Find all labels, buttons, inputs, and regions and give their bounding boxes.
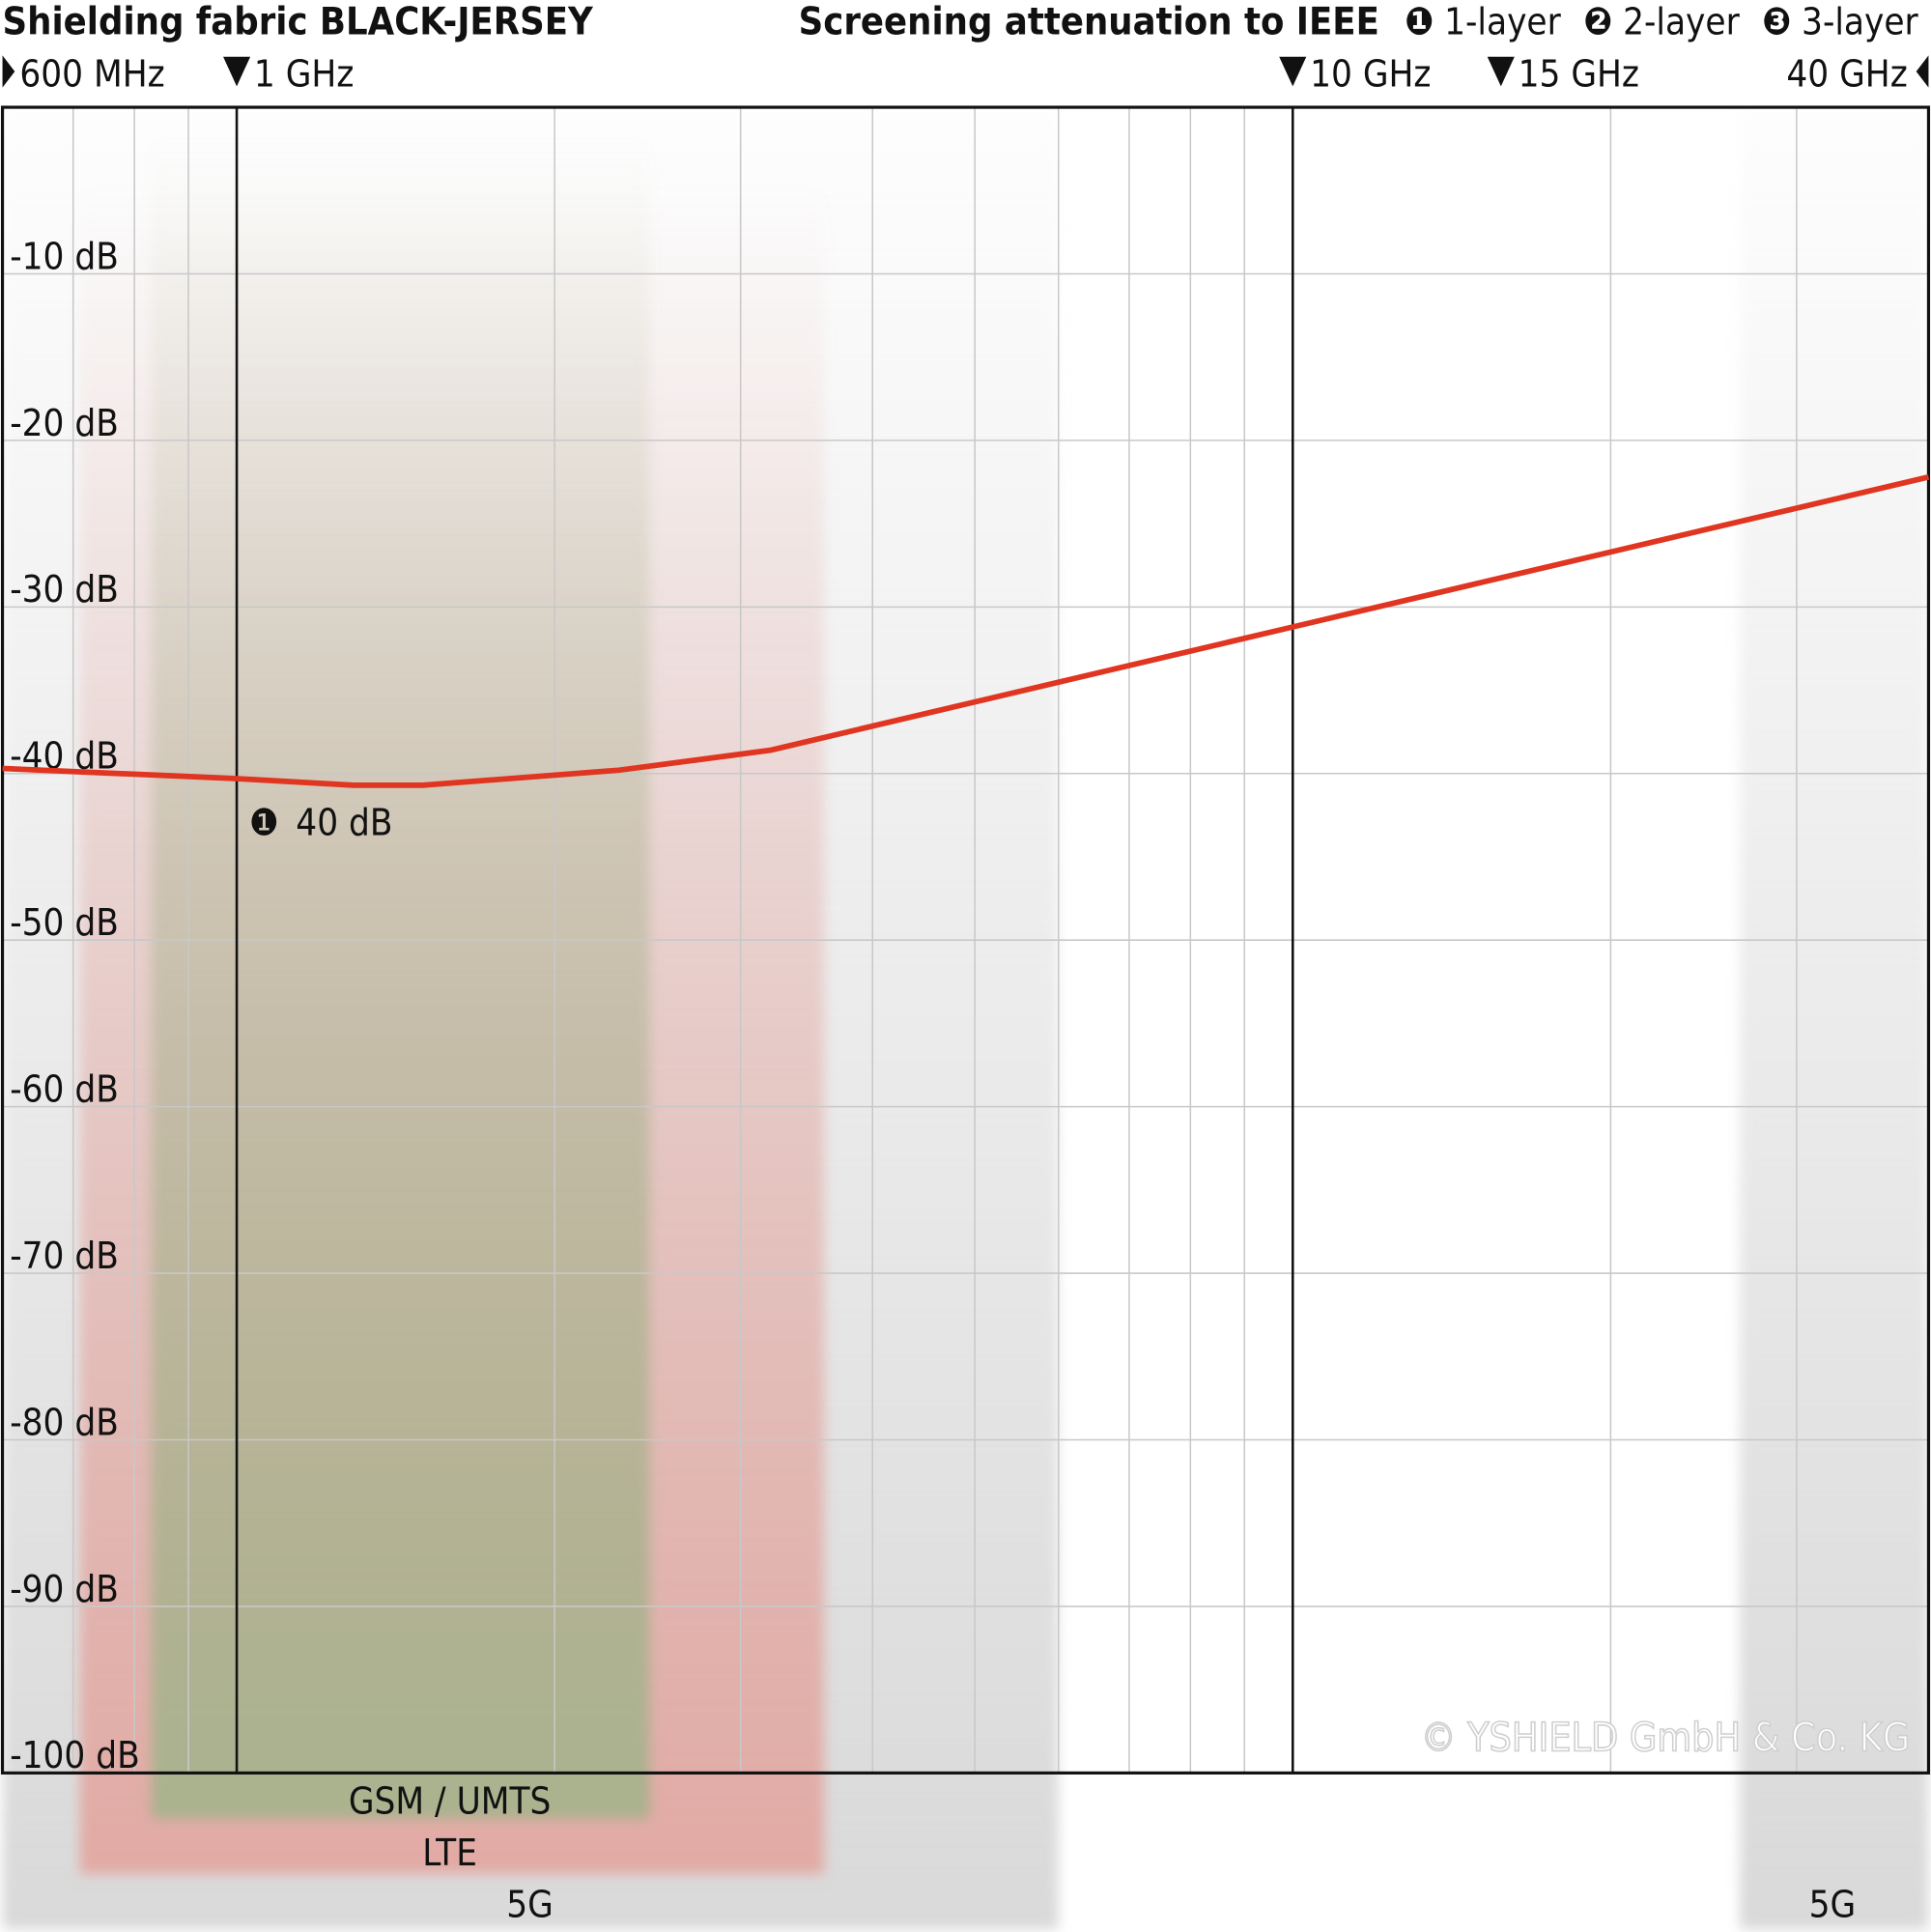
series-line-0: [2, 474, 1930, 788]
y-tick-label: -20 dB: [10, 402, 119, 445]
down-triangle-icon: [1279, 56, 1307, 87]
legend: Screening attenuation to IEEE ❶ 1-layer ❷ 2…: [799, 0, 1919, 44]
annotation-label: 40 dB: [296, 802, 392, 845]
y-tick-label: -10 dB: [10, 235, 119, 278]
band-labels: 5G LTE GSM / UMTS 5G: [349, 1779, 1856, 1926]
y-tick-label: -90 dB: [10, 1568, 119, 1611]
x-marker-label: 10 GHz: [1310, 52, 1431, 96]
x-marker-label: 1 GHz: [254, 52, 354, 96]
y-axis-labels: -10 dB-20 dB-30 dB-40 dB-50 dB-60 dB-70 …: [10, 235, 139, 1777]
y-tick-label: -30 dB: [10, 568, 119, 611]
copyright-watermark: © YSHIELD GmbH & Co. KG: [1421, 1714, 1911, 1760]
band-label: 5G: [506, 1884, 554, 1927]
down-triangle-icon: [223, 56, 251, 87]
y-tick-label: -60 dB: [10, 1068, 119, 1112]
x-marker-label: 600 MHz: [19, 52, 164, 96]
y-tick-label: -70 dB: [10, 1235, 119, 1278]
legend-label: 1-layer: [1444, 1, 1562, 44]
band-label: GSM / UMTS: [349, 1779, 551, 1823]
y-tick-label: -50 dB: [10, 901, 119, 945]
band-2: [151, 135, 650, 1819]
legend-marker: ❸: [1762, 0, 1791, 44]
legend-label: 3-layer: [1802, 1, 1919, 44]
x-marker-label: 40 GHz: [1786, 52, 1907, 96]
frequency-bands: [2, 107, 1929, 1930]
x-marker-label: 15 GHz: [1519, 52, 1639, 96]
gridlines: [2, 107, 1929, 1775]
left-triangle-icon: [1916, 55, 1929, 88]
legend-label: 2-layer: [1623, 1, 1741, 44]
annotation: ❶ 40 dB: [249, 802, 393, 845]
plot-frame: [0, 105, 1931, 1775]
right-triangle-icon: [2, 55, 15, 88]
x-axis-markers: 600 MHz 1 GHz 10 GHz 15 GHz 40 GHz: [2, 52, 1929, 96]
series-layer: [2, 474, 1930, 788]
band-label: LTE: [422, 1832, 477, 1875]
band-3: [1739, 107, 1929, 1930]
down-triangle-icon: [1487, 56, 1515, 87]
legend-marker: ❶: [1405, 0, 1434, 44]
band-label: 5G: [1809, 1884, 1857, 1927]
y-tick-label: -80 dB: [10, 1401, 119, 1444]
chart-title: Shielding fabric BLACK-JERSEY: [3, 0, 594, 44]
legend-marker: ❷: [1583, 0, 1612, 44]
y-tick-label: -100 dB: [10, 1734, 139, 1777]
chart-subtitle: Screening attenuation to IEEE: [799, 0, 1379, 44]
annotation-marker: ❶: [249, 802, 279, 845]
